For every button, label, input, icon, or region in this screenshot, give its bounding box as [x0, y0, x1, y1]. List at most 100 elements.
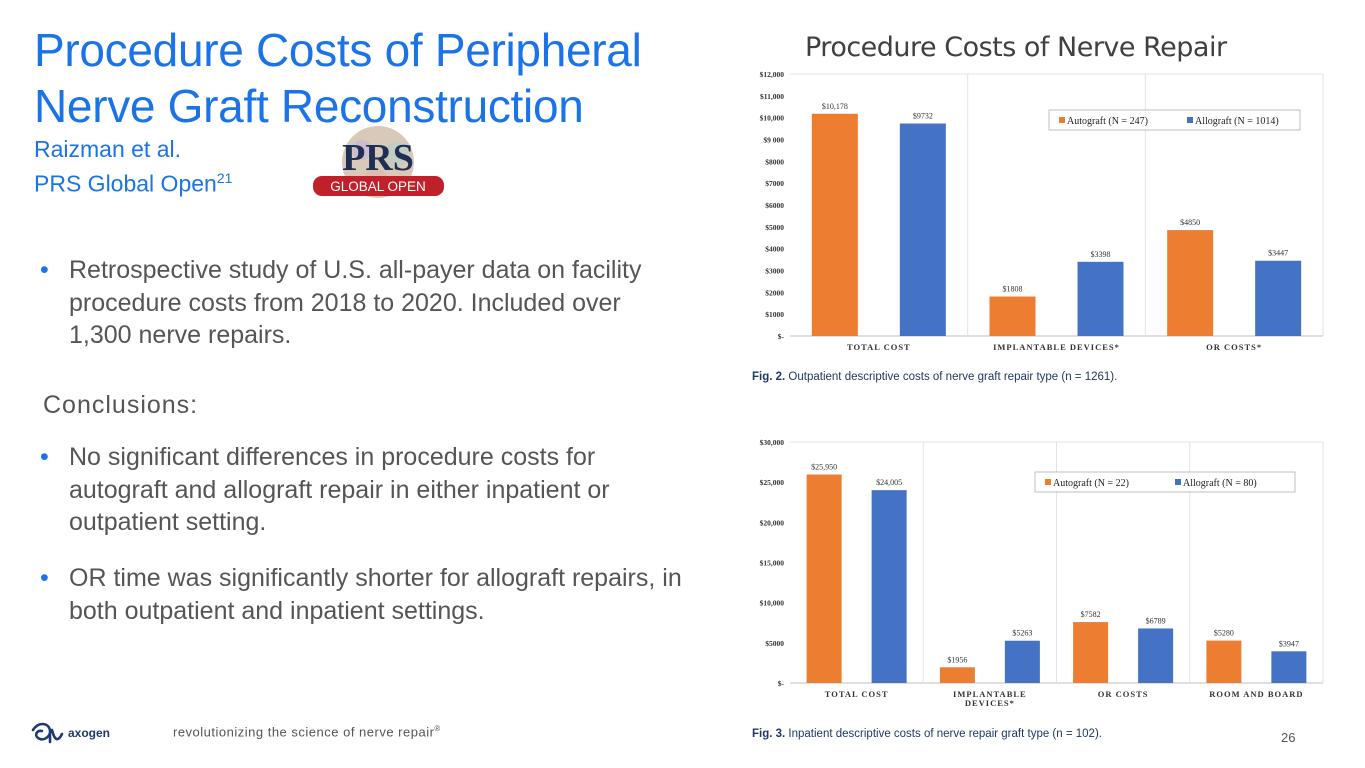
bullet-text: OR time was significantly shorter for al…	[69, 564, 682, 625]
bar-value-label: $3447	[1268, 249, 1288, 258]
y-tick-label: $-	[778, 332, 785, 341]
citation-reference: 21	[216, 170, 233, 186]
bar-value-label: $7582	[1081, 610, 1101, 619]
bar-allograft	[899, 123, 946, 336]
bar-value-label: $10,178	[822, 102, 848, 111]
y-tick-label: $3000	[765, 267, 784, 276]
bar-allograft	[1138, 628, 1174, 683]
x-tick-label: IMPLANTABLE DEVICES*	[993, 342, 1120, 352]
intro-bullets: • Retrospective study of U.S. all-payer d…	[40, 254, 690, 352]
chart-legend-box	[1034, 471, 1296, 493]
y-tick-label: $12,000	[760, 70, 785, 79]
conclusions-heading: Conclusions:	[43, 391, 199, 419]
citation-authors: Raizman et al.	[34, 136, 182, 162]
legend-swatch-allograft	[1175, 479, 1181, 485]
bar-value-label: $25,950	[811, 463, 837, 472]
x-tick-label: TOTAL COST	[847, 342, 911, 352]
bar-autograft	[1167, 230, 1214, 336]
bar-value-label: $1956	[947, 655, 967, 664]
y-tick-label: $25,000	[760, 478, 785, 487]
y-tick-label: $5000	[765, 223, 784, 232]
y-tick-label: $15,000	[760, 559, 785, 568]
bullet-item: • OR time was significantly shorter for a…	[40, 562, 690, 627]
x-tick-label: DEVICES*	[965, 698, 1015, 708]
fig3-caption: Fig. 3. Inpatient descriptive costs of n…	[752, 728, 1102, 740]
bullet-item: • Retrospective study of U.S. all-payer d…	[40, 254, 690, 352]
prs-global-open-logo: PRS GLOBAL OPEN	[313, 126, 444, 198]
axogen-logo-text: axogen	[68, 726, 110, 740]
chart-heading: Procedure Costs of Nerve Repair	[805, 32, 1227, 63]
axogen-logo: axogen	[31, 722, 110, 744]
inpatient-cost-chart: $- $5000 $10,000 $15,000 $20,000 $25,000 $30,0…	[760, 438, 1324, 708]
prs-logo-subtext: GLOBAL OPEN	[330, 179, 426, 194]
legend-swatch-autograft	[1059, 117, 1065, 123]
x-tick-label: ROOM AND BOARD	[1209, 689, 1303, 699]
fig2-caption-label: Fig. 2.	[752, 371, 786, 383]
registered-mark: ®	[434, 724, 441, 733]
bullet-dot-icon: •	[40, 443, 49, 471]
bar-value-label: $1808	[1003, 285, 1023, 294]
y-tick-label: $1000	[765, 310, 784, 319]
bar-value-label: $4850	[1180, 218, 1200, 227]
y-tick-label: $4000	[765, 245, 784, 254]
bar-allograft	[1271, 651, 1307, 683]
bar-autograft	[1073, 622, 1109, 683]
y-tick-label: $5000	[765, 639, 784, 648]
y-tick-label: $-	[778, 679, 785, 688]
bullet-text: Retrospective study of U.S. all-payer da…	[69, 256, 642, 349]
fig3-caption-text: Inpatient descriptive costs of nerve rep…	[785, 728, 1102, 740]
bar-value-label: $9732	[913, 112, 933, 121]
slide-title-line-1: Procedure Costs of Peripheral	[34, 24, 642, 76]
footer-tagline-text: revolutionizing the science of nerve rep…	[173, 724, 435, 740]
bar-autograft	[989, 296, 1036, 336]
bullet-item: • No significant differences in procedure…	[40, 441, 690, 539]
citation-journal-name: PRS Global Open	[34, 170, 217, 197]
footer-tagline: revolutionizing the science of nerve rep…	[173, 724, 441, 739]
y-tick-label: $10,000	[760, 599, 785, 608]
legend-swatch-allograft	[1187, 117, 1193, 123]
citation-journal: PRS Global Open21	[34, 164, 232, 199]
y-tick-label: $30,000	[760, 438, 785, 447]
bar-autograft	[939, 667, 975, 683]
bar-value-label: $3947	[1279, 639, 1299, 648]
x-tick-label: OR COSTS	[1098, 689, 1149, 699]
outpatient-cost-chart: $- $1000 $2000 $3000 $4000 $5000 $6000 $7000 $80…	[760, 70, 1324, 352]
y-tick-label: $11,000	[760, 92, 784, 101]
x-tick-label: IMPLANTABLE	[953, 689, 1027, 699]
y-tick-label: $7000	[765, 179, 784, 188]
bar-value-label: $24,005	[876, 478, 902, 487]
legend-swatch-autograft	[1045, 479, 1051, 485]
conclusion-bullet-2: • OR time was significantly shorter for a…	[40, 562, 690, 627]
legend-label: Allograft (N = 1014)	[1195, 116, 1279, 127]
y-tick-label: $2000	[765, 288, 784, 297]
bar-value-label: $5280	[1214, 629, 1234, 638]
bar-autograft	[811, 113, 858, 336]
fig2-caption: Fig. 2. Outpatient descriptive costs of …	[752, 371, 1117, 383]
y-tick-label: $20,000	[760, 518, 785, 527]
bullet-dot-icon: •	[40, 564, 49, 592]
fig3-caption-label: Fig. 3.	[752, 728, 786, 740]
bar-value-label: $3398	[1091, 250, 1111, 259]
bar-allograft	[1004, 640, 1040, 683]
y-tick-label: $6000	[765, 201, 784, 210]
bar-allograft	[871, 490, 907, 683]
bar-value-label: $5263	[1012, 629, 1032, 638]
bar-allograft	[1255, 260, 1302, 336]
y-tick-label: $8000	[765, 157, 784, 166]
fig2-caption-text: Outpatient descriptive costs of nerve gr…	[785, 371, 1118, 383]
prs-logo-text: PRS	[342, 137, 414, 179]
bar-allograft	[1077, 261, 1124, 336]
legend-label: Autograft (N = 247)	[1067, 116, 1148, 127]
bar-autograft	[1206, 640, 1242, 683]
legend-label: Allograft (N = 80)	[1183, 478, 1257, 489]
slide-title: Procedure Costs of Peripheral Nerve Graf…	[34, 22, 734, 134]
chart-legend-box	[1048, 109, 1301, 131]
bullet-text: No significant differences in procedure …	[69, 443, 610, 536]
x-tick-label: OR COSTS*	[1206, 342, 1262, 352]
conclusion-bullet-1: • No significant differences in procedure…	[40, 441, 690, 539]
x-tick-label: TOTAL COST	[825, 689, 889, 699]
bar-autograft	[806, 474, 842, 683]
legend-label: Autograft (N = 22)	[1053, 478, 1129, 489]
slide-title-line-2: Nerve Graft Reconstruction	[34, 80, 584, 132]
bar-value-label: $6789	[1146, 616, 1166, 625]
